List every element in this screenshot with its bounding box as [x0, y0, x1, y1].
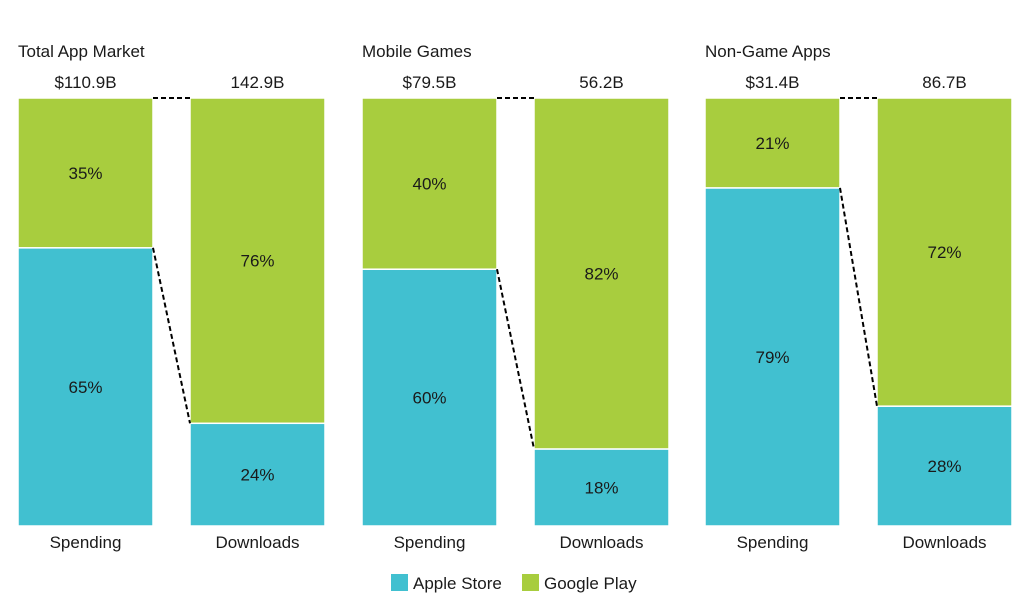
legend-swatch-google-play: [522, 574, 539, 591]
connector-share-non-game-apps: [839, 187, 878, 407]
bar-non-game-apps-downloads-google-play: [876, 97, 1013, 407]
connector-share-total-app-market: [152, 247, 191, 424]
segment-label-mobile-games-spending-apple-store: 60%: [412, 389, 446, 408]
category-label-non-game-apps-spending: Spending: [737, 533, 809, 552]
bar-mobile-games-spending-google-play: [361, 97, 498, 270]
bar-mobile-games-downloads-apple-store: [533, 448, 670, 527]
connector-share-mobile-games: [496, 268, 535, 450]
category-label-total-app-market-spending: Spending: [50, 533, 122, 552]
segment-label-total-app-market-spending-google-play: 35%: [68, 164, 102, 183]
bar-non-game-apps-downloads-apple-store: [876, 405, 1013, 527]
panel-title-total-app-market: Total App Market: [18, 42, 145, 61]
category-label-non-game-apps-downloads: Downloads: [902, 533, 986, 552]
bar-mobile-games-spending-apple-store: [361, 268, 498, 527]
legend-label-apple-store: Apple Store: [413, 574, 502, 593]
category-label-total-app-market-downloads: Downloads: [215, 533, 299, 552]
segment-label-non-game-apps-downloads-google-play: 72%: [927, 243, 961, 262]
panel-title-non-game-apps: Non-Game Apps: [705, 42, 831, 61]
total-label-mobile-games-downloads: 56.2B: [579, 73, 623, 92]
total-label-non-game-apps-spending: $31.4B: [746, 73, 800, 92]
segment-label-mobile-games-downloads-apple-store: 18%: [584, 478, 618, 497]
total-label-mobile-games-spending: $79.5B: [403, 73, 457, 92]
panel-title-mobile-games: Mobile Games: [362, 42, 472, 61]
category-label-mobile-games-spending: Spending: [394, 533, 466, 552]
total-label-total-app-market-spending: $110.9B: [54, 73, 116, 92]
segment-label-total-app-market-spending-apple-store: 65%: [68, 378, 102, 397]
segment-label-non-game-apps-spending-google-play: 21%: [755, 134, 789, 153]
bar-non-game-apps-spending-apple-store: [704, 187, 841, 527]
segment-label-total-app-market-downloads-apple-store: 24%: [240, 466, 274, 485]
segment-label-mobile-games-downloads-google-play: 82%: [584, 264, 618, 283]
total-label-total-app-market-downloads: 142.9B: [231, 73, 285, 92]
segment-label-non-game-apps-spending-apple-store: 79%: [755, 348, 789, 367]
category-label-mobile-games-downloads: Downloads: [559, 533, 643, 552]
segment-label-total-app-market-downloads-google-play: 76%: [240, 252, 274, 271]
bar-total-app-market-downloads-google-play: [189, 97, 326, 425]
segment-label-non-game-apps-downloads-apple-store: 28%: [927, 457, 961, 476]
segment-label-mobile-games-spending-google-play: 40%: [412, 175, 446, 194]
total-label-non-game-apps-downloads: 86.7B: [922, 73, 966, 92]
bar-mobile-games-downloads-google-play: [533, 97, 670, 450]
bar-total-app-market-spending-apple-store: [17, 247, 154, 527]
legend-label-google-play: Google Play: [544, 574, 637, 593]
bar-non-game-apps-spending-google-play: [704, 97, 841, 189]
legend-swatch-apple-store: [391, 574, 408, 591]
bar-total-app-market-spending-google-play: [17, 97, 154, 249]
